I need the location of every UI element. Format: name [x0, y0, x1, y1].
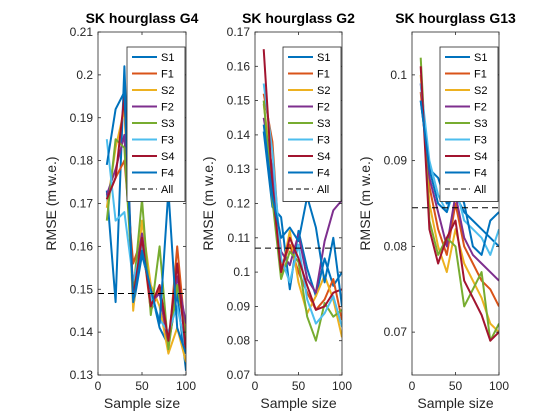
x-tick-label: 0	[95, 379, 102, 393]
series-line-S4	[419, 66, 499, 342]
legend-label-S4: S4	[317, 151, 330, 163]
x-tick-label: 50	[135, 379, 149, 393]
legend-label-F2: F2	[317, 102, 330, 114]
y-axis-label: RMSE (m w.e.)	[43, 156, 59, 250]
x-tick-label: 0	[409, 379, 416, 393]
legend-label-S2: S2	[474, 85, 487, 97]
chart-title: SK hourglass G4	[86, 10, 199, 26]
y-tick-label: 0.14	[70, 325, 94, 339]
legend-label-F1: F1	[317, 69, 330, 81]
y-tick-label: 0.17	[227, 25, 251, 39]
legend-label-F3: F3	[317, 135, 330, 147]
x-tick-label: 100	[176, 379, 196, 393]
y-tick-label: 0.17	[70, 197, 94, 211]
legend-label-S1: S1	[161, 52, 174, 64]
series-line-S4	[262, 49, 342, 311]
x-tick-label: 50	[292, 379, 306, 393]
series-line-F2	[419, 83, 499, 282]
y-tick-label: 0.16	[227, 59, 251, 73]
legend: S1 F1 S2 F2 S3 F3 S4 F4 All	[126, 46, 186, 202]
chart-title: SK hourglass G13	[395, 10, 516, 26]
y-tick-label: 0.16	[70, 239, 94, 253]
y-tick-label: 0.12	[227, 197, 251, 211]
series-line-F3	[419, 83, 499, 256]
x-axis-label: Sample size	[104, 395, 180, 411]
legend-label-All: All	[161, 184, 173, 196]
y-tick-label: 0.21	[70, 25, 94, 39]
y-tick-label: 0.09	[384, 154, 408, 168]
legend-label-F2: F2	[474, 102, 487, 114]
y-tick-label: 0.08	[384, 239, 408, 253]
series-group	[412, 57, 499, 342]
chart-title: SK hourglass G2	[242, 10, 355, 26]
legend-box	[282, 46, 342, 202]
legend-label-F3: F3	[474, 135, 487, 147]
legend-label-F4: F4	[161, 168, 174, 180]
legend-label-S3: S3	[474, 118, 487, 130]
y-tick-label: 0.11	[228, 231, 251, 245]
y-tick-label: 0.07	[384, 325, 408, 339]
y-tick-label: 0.13	[70, 368, 94, 382]
y-tick-label: 0.08	[227, 334, 251, 348]
y-tick-label: 0.13	[227, 162, 251, 176]
legend-label-S4: S4	[161, 151, 174, 163]
x-tick-label: 0	[252, 379, 259, 393]
legend-label-S3: S3	[161, 118, 174, 130]
x-tick-label: 100	[332, 379, 352, 393]
legend-box	[126, 46, 186, 202]
legend-label-S2: S2	[317, 85, 330, 97]
y-tick-label: 0.2	[76, 68, 93, 82]
y-tick-label: 0.15	[227, 94, 251, 108]
y-axis-label: RMSE (m w.e.)	[200, 156, 216, 250]
chart-panel-2: 0.07 0.08 0.09 0.1 0.11 0.12 0.13 0.14 0.15 0.16 0…	[200, 10, 355, 411]
y-tick-label: 0.19	[70, 111, 94, 125]
series-line-F4	[105, 91, 186, 354]
legend-box	[439, 46, 499, 202]
legend-label-F2: F2	[161, 102, 174, 114]
chart-panel-3: 0.07 0.08 0.09 0.1 0 50 100 SK hourglass G13 Sam…	[357, 10, 516, 411]
x-tick-label: 50	[449, 379, 463, 393]
x-axis-label: Sample size	[260, 395, 336, 411]
y-tick-label: 0.14	[227, 128, 251, 142]
legend-label-S1: S1	[474, 52, 487, 64]
legend-label-F3: F3	[161, 135, 174, 147]
y-tick-label: 0.18	[70, 154, 94, 168]
legend-label-S2: S2	[161, 85, 174, 97]
series-group	[98, 65, 186, 371]
legend-label-F4: F4	[317, 168, 330, 180]
legend-label-S4: S4	[474, 151, 487, 163]
legend-label-S3: S3	[317, 118, 330, 130]
y-tick-label: 0.15	[70, 282, 94, 296]
y-tick-label: 0.1	[233, 265, 250, 279]
y-tick-label: 0.1	[390, 68, 407, 82]
y-tick-label: 0.09	[227, 299, 251, 313]
legend: S1 F1 S2 F2 S3 F3 S4 F4 All	[439, 46, 499, 202]
series-group	[255, 49, 342, 342]
chart-panel-1: 0.13 0.14 0.15 0.16 0.17 0.18 0.19 0.2 0.21 0 50 10…	[43, 10, 199, 411]
legend-label-F4: F4	[474, 168, 487, 180]
series-line-F4	[262, 124, 342, 307]
series-line-S3	[419, 57, 499, 342]
legend: S1 F1 S2 F2 S3 F3 S4 F4 All	[282, 46, 342, 202]
y-axis-label: RMSE (m w.e.)	[357, 156, 373, 250]
y-tick-label: 0.07	[227, 368, 251, 382]
legend-label-F1: F1	[161, 69, 174, 81]
legend-label-All: All	[474, 184, 486, 196]
legend-label-All: All	[317, 184, 329, 196]
legend-label-S1: S1	[317, 52, 330, 64]
series-line-S3	[262, 100, 342, 342]
x-axis-label: Sample size	[417, 395, 493, 411]
x-tick-label: 100	[489, 379, 509, 393]
legend-label-F1: F1	[474, 69, 487, 81]
